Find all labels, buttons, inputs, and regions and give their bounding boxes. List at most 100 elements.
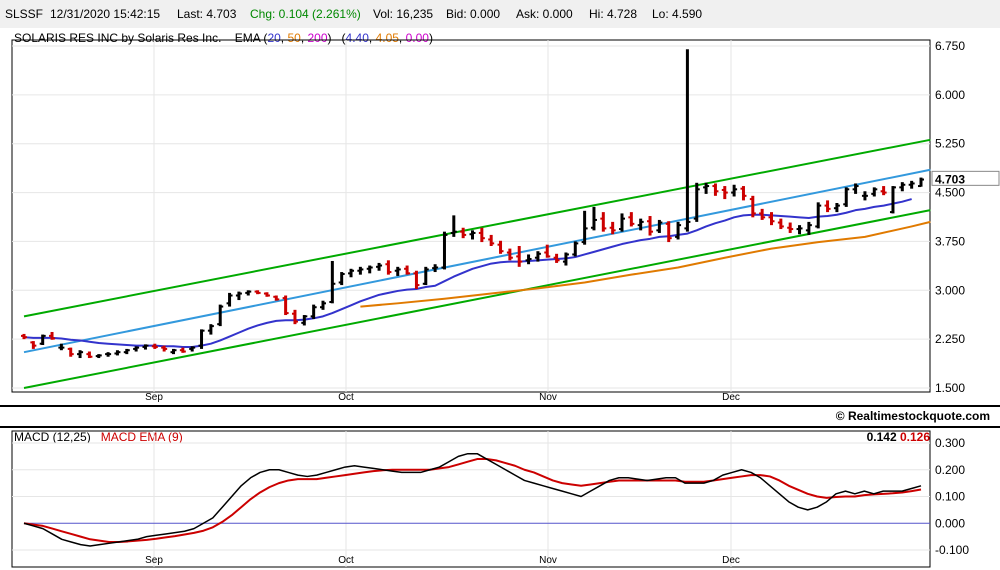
price-y-tick: 1.500 <box>935 381 965 395</box>
regression-line <box>23 168 931 354</box>
price-x-tick: Nov <box>539 392 557 403</box>
ohlc-bar <box>562 252 569 266</box>
ohlc-bar <box>796 225 803 235</box>
ohlc-bar <box>58 343 65 351</box>
ohlc-bar <box>142 344 149 350</box>
ohlc-bar <box>198 329 205 349</box>
bid: Bid: 0.000 <box>446 7 501 21</box>
macd-label: MACD (12,25) <box>14 430 91 444</box>
last-price-tag: 4.703 <box>931 170 1000 186</box>
price-y-tick: 6.000 <box>935 88 965 102</box>
ohlc-bar <box>815 202 822 229</box>
company-title: SOLARIS RES INC by Solaris Res Inc. <box>14 31 222 45</box>
ema-period-20: 20 <box>267 31 281 45</box>
ohlc-bar <box>600 212 607 232</box>
low: Lo: 4.590 <box>652 7 703 21</box>
ema-value-50: 4.05 <box>375 31 399 45</box>
price-panel-bottom-border <box>0 405 1000 407</box>
ohlc-bar <box>460 227 467 239</box>
ohlc-bar <box>684 49 691 232</box>
ohlc-bar <box>908 180 915 189</box>
macd-panel-top-border <box>0 426 1000 428</box>
ohlc-bar <box>39 334 46 346</box>
macd-x-tick: Dec <box>722 555 740 566</box>
ohlc-bar <box>95 354 102 359</box>
ohlc-bar <box>581 210 588 245</box>
ohlc-bar <box>665 221 672 243</box>
ohlc-bar <box>759 208 766 220</box>
ohlc-bar <box>263 292 270 297</box>
macd-x-tick: Oct <box>338 555 354 566</box>
ohlc-bar <box>899 182 906 192</box>
ohlc-bar <box>553 253 560 263</box>
ohlc-bar <box>712 183 719 196</box>
ema-period-200: 200 <box>307 31 328 45</box>
price-y-tick: 3.750 <box>935 234 965 248</box>
ohlc-bar <box>478 227 485 243</box>
ohlc-bar <box>123 348 130 355</box>
ohlc-bar <box>357 266 364 275</box>
last-price-tag-text: 4.703 <box>935 172 965 186</box>
symbol: SLSSF <box>5 7 44 21</box>
macd-y-tick: 0.000 <box>935 516 965 530</box>
ohlc-bar <box>320 300 326 310</box>
macd-y-tick: 0.200 <box>935 463 965 477</box>
ohlc-bar <box>703 182 710 194</box>
ohlc-bar <box>86 351 93 359</box>
ema-value-200: 0.00 <box>405 31 429 45</box>
ohlc-bar <box>843 187 850 207</box>
macd-line <box>23 452 922 547</box>
ohlc-bar <box>787 222 794 233</box>
quote-bar: SLSSF 12/31/2020 15:42:15 Last: 4.703 Ch… <box>0 0 1000 29</box>
ohlc-bar <box>880 186 887 196</box>
ema-label: EMA <box>234 31 261 45</box>
ohlc-bar <box>861 191 868 201</box>
ohlc-bar <box>637 218 644 231</box>
ohlc-bar <box>871 187 878 197</box>
ask: Ask: 0.000 <box>516 7 573 21</box>
ohlc-bar <box>77 350 84 359</box>
ohlc-bar <box>235 291 242 301</box>
ohlc-bar <box>282 295 289 316</box>
ohlc-bar <box>394 266 401 276</box>
macd-y-tick: -0.100 <box>935 543 969 557</box>
change: Chg: 0.104 (2.261%) <box>250 7 361 21</box>
ohlc-bar <box>740 186 747 201</box>
ohlc-bar <box>450 215 457 237</box>
ohlc-bar <box>404 265 411 275</box>
price-x-tick: Oct <box>338 392 354 403</box>
channel-lower-line <box>23 209 931 389</box>
ohlc-bar <box>619 213 625 232</box>
ohlc-bar <box>291 309 298 325</box>
ohlc-bar <box>572 241 579 257</box>
ohlc-bar <box>768 212 775 226</box>
ohlc-bar <box>151 343 158 349</box>
last-price: Last: 4.703 <box>177 7 237 21</box>
ohlc-bar <box>114 350 121 356</box>
macd-y-tick: 0.300 <box>935 436 965 450</box>
ohlc-bar <box>805 221 812 235</box>
macd-x-tick: Sep <box>145 555 163 566</box>
ohlc-bar <box>348 268 355 278</box>
ohlc-bar <box>516 245 523 267</box>
ema20-line <box>23 198 912 348</box>
ohlc-bar <box>918 177 924 188</box>
ohlc-bar <box>488 234 495 246</box>
ohlc-bar <box>628 212 635 227</box>
macd-signal-line <box>23 458 922 543</box>
ohlc-bar <box>647 216 654 236</box>
ohlc-bar <box>310 304 317 319</box>
signal-value: 0.126 <box>899 430 930 444</box>
price-y-tick: 3.000 <box>935 283 965 297</box>
ohlc-bar <box>133 346 140 352</box>
ohlc-bar <box>49 331 56 340</box>
ohlc-bar <box>170 348 177 355</box>
macd-value: 0.142 <box>866 430 897 444</box>
ohlc-bar <box>609 221 616 235</box>
price-y-tick: 4.500 <box>935 186 965 200</box>
macd-y-tick: 0.100 <box>935 490 965 504</box>
ohlc-bar <box>273 295 280 301</box>
ohlc-bar <box>506 248 513 261</box>
ohlc-bar <box>30 341 37 349</box>
macd-plot-frame <box>11 430 931 568</box>
